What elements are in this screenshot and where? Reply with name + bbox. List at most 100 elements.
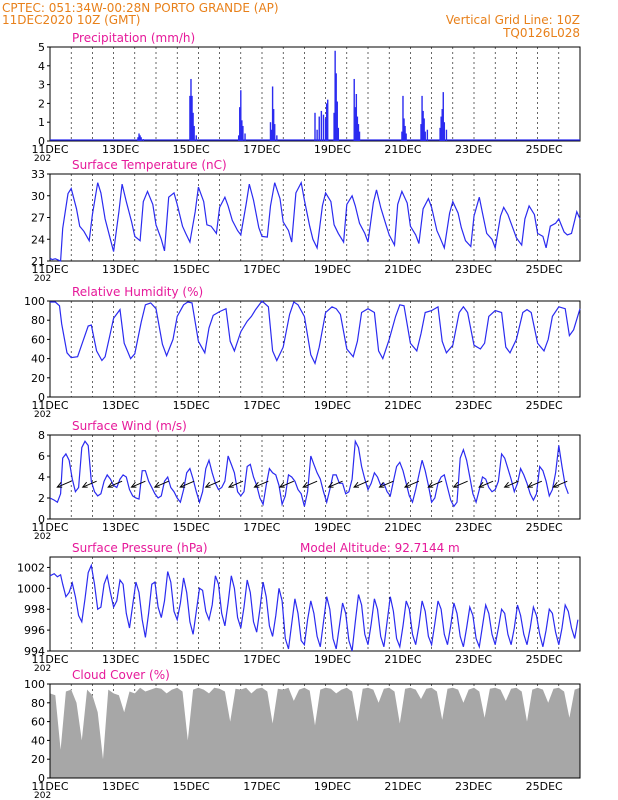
y-tick-label: 2 <box>38 492 45 505</box>
wind-direction-arrow <box>254 480 269 488</box>
precip-bar <box>336 101 338 141</box>
y-tick-label: 3 <box>38 79 45 92</box>
y-tick-label: 2 <box>38 97 45 110</box>
precip-bar <box>402 95 404 141</box>
x-tick-label: 25DEC <box>526 143 563 156</box>
x-tick-label: 19DEC <box>314 143 351 156</box>
y-tick-label: 27 <box>31 212 45 225</box>
x-tick-label: 17DEC <box>243 263 280 276</box>
x-tick-label: 15DEC <box>173 521 210 534</box>
wind-direction-arrow <box>131 480 146 488</box>
wind-direction-arrow <box>228 480 244 488</box>
x-tick-label: 21DEC <box>384 653 421 666</box>
panel-frame <box>49 556 581 652</box>
precip-bar <box>274 124 276 141</box>
precip-bar <box>442 92 444 141</box>
x-sub-label: 202 <box>34 532 51 542</box>
y-tick-label: 0 <box>38 391 45 404</box>
precip-bar <box>272 109 275 141</box>
y-tick-label: 30 <box>31 190 45 203</box>
x-tick-label: 15DEC <box>173 399 210 412</box>
header-date: 11DEC2020 10Z (GMT) <box>2 13 140 27</box>
panel-temperature: Surface Temperature (nC) 21 24 27 30 33 11DEC 1… <box>31 158 581 284</box>
header-grid-note: Vertical Grid Line: 10Z <box>446 13 580 27</box>
y-tick-label: 20 <box>31 372 45 385</box>
panel-cloud: Cloud Cover (%) 0 20 40 60 80 100 11DEC 13DEC 15D… <box>24 668 581 800</box>
precip-bar <box>426 129 429 141</box>
y-tick-label: 8 <box>38 429 45 442</box>
wind-arrow-head <box>552 481 559 488</box>
x-tick-label: 19DEC <box>314 521 351 534</box>
precip-bar <box>270 129 273 141</box>
precip-bar <box>353 78 355 141</box>
panel-wind: Surface Wind (m/s) 0 2 4 6 8 11DEC 13DEC 15DEC 17… <box>31 419 581 542</box>
wind-arrow-head <box>478 481 485 488</box>
precip-bar <box>337 127 340 141</box>
precip-bar <box>137 137 139 141</box>
x-tick-label: 11DEC <box>31 780 68 793</box>
wind-arrow-head <box>353 481 359 488</box>
x-tick-label: 17DEC <box>243 521 280 534</box>
precip-bar <box>240 90 242 141</box>
y-tick-label: 100 <box>24 295 45 308</box>
wind-arrow-head <box>526 481 533 488</box>
x-tick-label: 13DEC <box>102 263 139 276</box>
x-tick-label: 15DEC <box>173 143 210 156</box>
precip-bar <box>401 131 403 141</box>
wind-direction-arrow <box>527 480 543 488</box>
x-sub-label: 202 <box>34 274 51 284</box>
wind-arrow-head <box>81 481 88 488</box>
precip-bar <box>439 127 441 141</box>
x-tick-label: 25DEC <box>526 399 563 412</box>
x-tick-label: 11DEC <box>31 399 68 412</box>
y-tick-label: 4 <box>38 471 45 484</box>
y-tick-label: 1000 <box>17 582 45 595</box>
precip-bar <box>244 133 246 141</box>
wind-arrow-head <box>56 481 63 488</box>
x-tick-label: 25DEC <box>526 263 563 276</box>
precip-bar <box>356 116 359 141</box>
cloud-cover-area <box>50 687 580 778</box>
wind-direction-arrow <box>205 480 220 488</box>
precip-bar <box>324 118 327 141</box>
x-tick-label: 11DEC <box>31 143 68 156</box>
precip-bar <box>327 99 329 141</box>
wind-direction-arrow <box>553 480 568 488</box>
wind-arrow-head <box>107 481 114 488</box>
precip-bar <box>422 110 424 141</box>
precip-bar <box>358 131 361 141</box>
temperature-series-line <box>49 180 581 262</box>
precip-bar <box>320 110 323 141</box>
x-tick-label: 23DEC <box>455 521 492 534</box>
wind-direction-arrow <box>328 480 343 488</box>
x-tick-label: 15DEC <box>173 263 210 276</box>
pressure-series-line <box>49 563 579 652</box>
y-tick-label: 21 <box>31 255 45 268</box>
precip-bar <box>355 94 358 141</box>
precip-bar <box>354 107 356 141</box>
wind-direction-arrow <box>404 480 420 488</box>
wind-direction-arrow <box>379 480 394 488</box>
y-tick-label: 0 <box>38 772 45 785</box>
y-tick-label: 998 <box>24 603 45 616</box>
x-tick-label: 13DEC <box>102 399 139 412</box>
x-tick-label: 21DEC <box>384 780 421 793</box>
precip-bar <box>423 118 425 141</box>
humidity-series-line <box>50 300 581 366</box>
x-tick-label: 17DEC <box>243 780 280 793</box>
precip-bar <box>421 95 423 141</box>
precip-bar <box>322 114 325 141</box>
model-altitude-label: Model Altitude: 92.7144 m <box>300 541 460 555</box>
header-model-code: TQ0126L028 <box>502 26 580 40</box>
precip-bar <box>325 103 328 141</box>
wind-direction-arrow <box>453 480 468 488</box>
wind-direction-arrow <box>107 480 123 488</box>
precip-bar <box>335 73 337 141</box>
x-tick-label: 19DEC <box>314 263 351 276</box>
panel-title: Surface Temperature (nC) <box>72 158 227 172</box>
wind-direction-arrow <box>82 480 97 488</box>
precip-bar <box>190 78 192 141</box>
header-station: CPTEC: 051:34W-00:28N PORTO GRANDE (AP) <box>2 1 279 15</box>
wind-arrow-head <box>503 481 510 488</box>
wind-arrow-head <box>204 481 211 488</box>
